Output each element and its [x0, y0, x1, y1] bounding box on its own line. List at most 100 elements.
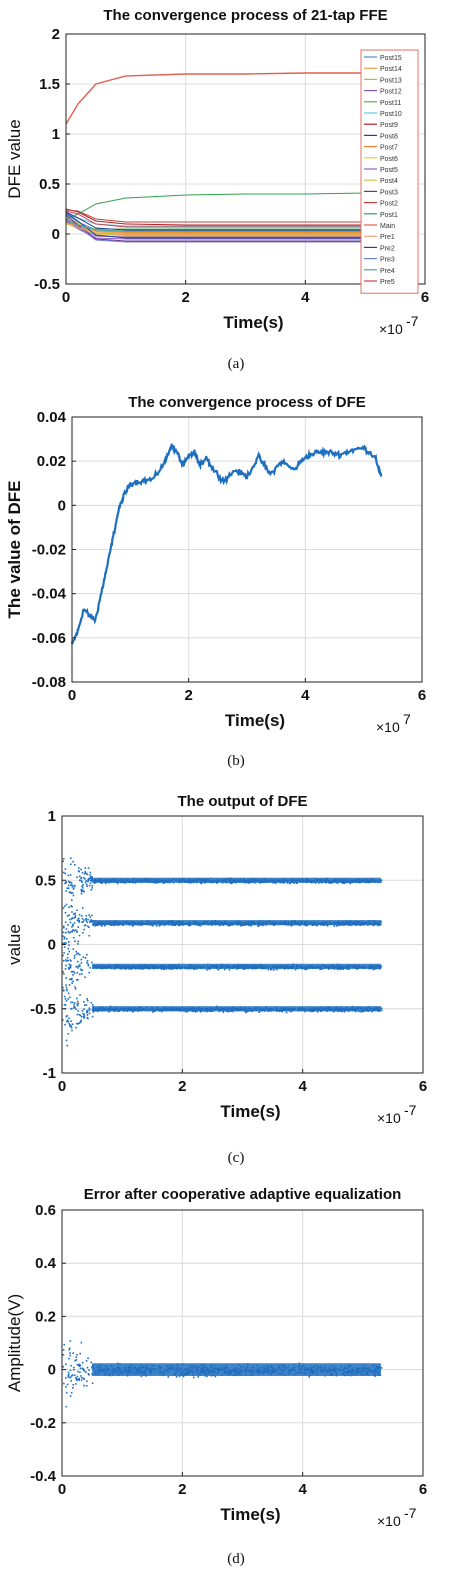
scatter-point	[88, 1374, 90, 1376]
scatter-point	[78, 920, 80, 923]
scatter-point	[72, 974, 74, 976]
y-tick-label: 0	[48, 937, 56, 954]
series-line-post8	[65, 211, 384, 231]
scatter-point	[189, 924, 192, 927]
scatter-point	[84, 924, 87, 926]
scatter-point	[206, 1375, 208, 1378]
scatter-point	[173, 924, 176, 927]
scatter-point	[70, 892, 73, 894]
legend: Post15Post14Post13Post12Post11Post10Post…	[360, 49, 419, 294]
scatter-point	[64, 1023, 66, 1026]
scatter-point	[349, 882, 352, 885]
scatter-point	[91, 876, 93, 878]
scatter-point	[299, 924, 301, 927]
scatter-point	[86, 1014, 89, 1016]
scatter-point	[68, 963, 70, 966]
scatter-point	[77, 967, 79, 969]
scatter-point	[90, 889, 92, 891]
scatter-point	[78, 1379, 80, 1381]
scatter-point	[71, 899, 73, 901]
scatter-point	[65, 984, 67, 986]
scatter-point	[100, 882, 103, 885]
scatter-point	[70, 1025, 72, 1028]
scatter-point	[75, 1026, 77, 1029]
x-tick-label: 4	[301, 289, 310, 306]
scatter-point	[65, 942, 67, 944]
scatter-point	[294, 968, 297, 971]
scatter-point	[319, 968, 322, 970]
scatter-point	[73, 930, 75, 932]
scatter-point	[81, 907, 84, 909]
scatter-point	[74, 885, 76, 887]
scatter-point	[93, 882, 96, 884]
scatter-point	[163, 924, 166, 927]
scatter-point	[332, 1010, 335, 1013]
series-group	[62, 857, 383, 1047]
scatter-point	[82, 884, 84, 886]
scatter-point	[89, 921, 91, 924]
scatter-point	[194, 1011, 197, 1013]
scatter-point	[64, 921, 67, 923]
scatter-point	[232, 1010, 234, 1013]
scatter-point	[91, 1366, 93, 1368]
scatter-point	[80, 888, 82, 891]
scatter-band	[92, 963, 381, 969]
scatter-point	[199, 924, 202, 927]
scatter-point	[91, 920, 93, 923]
legend-entry: Post9	[380, 122, 398, 129]
scatter-point	[81, 1010, 84, 1012]
scatter-point	[65, 977, 67, 979]
legend-entry: Post3	[380, 189, 398, 196]
x-multiplier: ×10	[377, 1110, 401, 1126]
scatter-point	[63, 946, 66, 948]
x-tick-label: 2	[178, 1078, 186, 1095]
scatter-point	[76, 979, 78, 981]
scatter-point	[77, 1002, 79, 1005]
scatter-band	[92, 1006, 381, 1012]
scatter-point	[80, 1015, 83, 1018]
scatter-point	[75, 1383, 77, 1385]
legend-entry: Post14	[380, 66, 402, 73]
y-axis-label: The value of DFE	[5, 481, 24, 619]
legend-entry: Post4	[380, 178, 398, 185]
y-tick-label: 0.5	[39, 176, 60, 193]
scatter-point	[73, 972, 76, 974]
scatter-point	[78, 1363, 81, 1366]
series-line-post5	[65, 220, 384, 240]
scatter-point	[77, 926, 79, 928]
scatter-point	[74, 940, 76, 942]
scatter-point	[62, 1354, 65, 1356]
scatter-point	[206, 1010, 208, 1013]
scatter-point	[65, 1363, 67, 1366]
scatter-point	[70, 1020, 72, 1023]
scatter-point	[71, 1001, 74, 1004]
scatter-point	[165, 968, 167, 970]
scatter-point	[71, 1029, 73, 1032]
scatter-point	[80, 1341, 83, 1344]
scatter-point	[71, 905, 73, 908]
scatter-point	[69, 891, 72, 893]
scatter-point	[74, 929, 77, 931]
legend-entry: Main	[380, 223, 395, 230]
scatter-point	[79, 1365, 81, 1367]
y-tick-label: 1.5	[39, 76, 60, 93]
scatter-point	[155, 882, 157, 884]
scatter-point	[167, 1376, 170, 1378]
scatter-point	[69, 964, 72, 966]
scatter-point	[290, 925, 293, 927]
scatter-point	[198, 924, 200, 927]
scatter-point	[82, 889, 84, 892]
scatter-point	[66, 1019, 69, 1022]
scatter-point	[76, 1375, 79, 1378]
scatter-point	[343, 1010, 346, 1013]
scatter-point	[73, 1369, 75, 1371]
scatter-point	[86, 921, 89, 924]
scatter-point	[305, 924, 307, 927]
scatter-level-0	[62, 1340, 383, 1408]
legend-entry: Pre3	[380, 257, 395, 264]
scatter-point	[88, 971, 90, 974]
scatter-point	[72, 1387, 74, 1389]
scatter-point	[72, 929, 74, 931]
y-tick-label: 0.02	[37, 453, 66, 470]
